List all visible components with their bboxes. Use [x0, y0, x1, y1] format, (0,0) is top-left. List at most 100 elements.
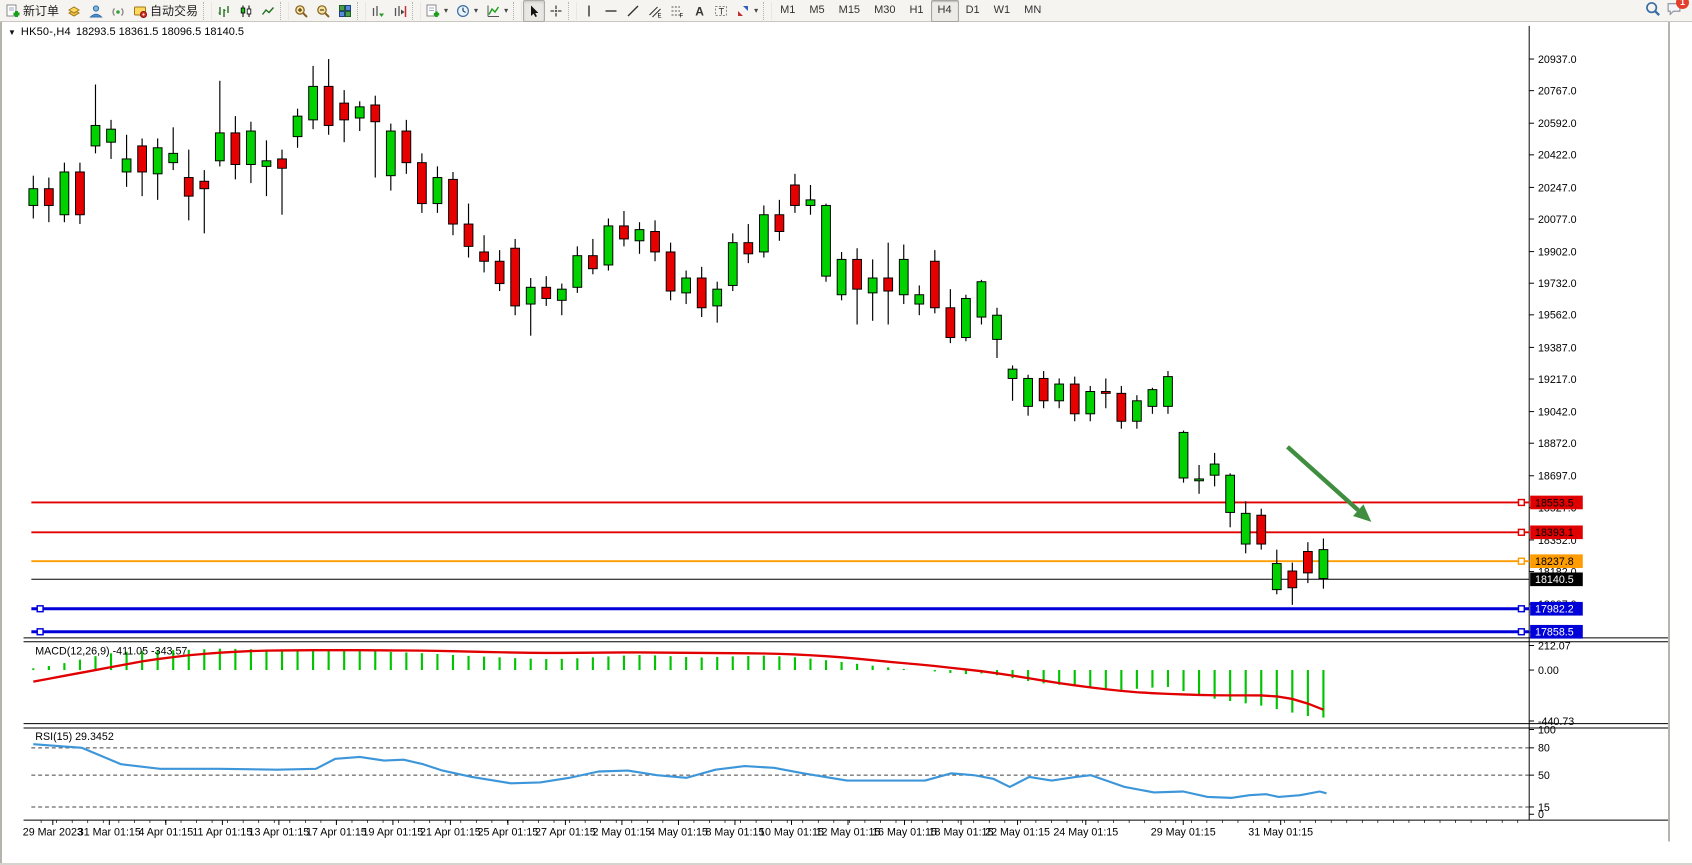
timeframe-button-w1[interactable]: W1 — [993, 3, 1011, 16]
candle-body — [1069, 383, 1080, 415]
candle-body — [1225, 474, 1236, 513]
chart-bars-icon — [218, 5, 229, 17]
support-blue-2-handle[interactable] — [36, 628, 44, 636]
chart-collapse-icon[interactable]: ▼ — [8, 27, 16, 37]
candle-body — [712, 288, 723, 307]
candle-body — [696, 277, 707, 309]
new-order-button-label: 新订单 — [23, 4, 60, 18]
signals-button[interactable] — [107, 0, 129, 22]
candle-body — [152, 147, 163, 175]
candle-body — [1054, 383, 1065, 402]
tiles-icon — [339, 4, 352, 17]
candle-body — [650, 231, 660, 253]
dropdown-caret-icon[interactable]: ▾ — [754, 6, 759, 15]
bar-chart-button[interactable] — [213, 0, 235, 22]
profile-icon — [89, 4, 103, 17]
chart-title-bar[interactable]: ▼ HK50-,H4 18293.5 18361.5 18096.5 18140… — [8, 26, 244, 38]
dropdown-caret-icon[interactable]: ▾ — [474, 6, 479, 15]
indicators-button[interactable]: ▾ — [482, 0, 512, 22]
profile-button[interactable] — [85, 0, 107, 22]
chart-symbol-period: HK50-,H4 — [20, 26, 71, 38]
dropdown-caret-icon[interactable]: ▾ — [444, 6, 449, 15]
toolbar-separator — [412, 1, 422, 20]
toolbar-group — [523, 0, 567, 22]
candle-body — [292, 115, 303, 138]
horizontal-lines-layer — [31, 498, 1530, 636]
text-label-button[interactable]: T — [710, 0, 732, 22]
date-tick-label: 12 May 01:15 — [816, 827, 881, 839]
candle-body — [479, 251, 489, 262]
timeframe-button-d1[interactable]: D1 — [965, 3, 980, 16]
resistance-2-handle[interactable] — [1517, 528, 1526, 536]
macd-pane[interactable]: MACD(12,26,9) -411.05 -343.57 212.07 0.00 -… — [32, 640, 1574, 728]
candle-body — [1132, 400, 1142, 422]
timeframe-button-m15[interactable]: M15 — [838, 3, 861, 16]
zoom-in-button[interactable] — [290, 0, 312, 22]
tile-windows-button[interactable] — [334, 0, 356, 22]
candle-body — [852, 258, 862, 290]
resistance-1-handle[interactable] — [1517, 498, 1526, 507]
timeframe-button-m5[interactable]: M5 — [809, 3, 825, 16]
chart-shift-button[interactable] — [389, 0, 411, 22]
vertical-line-button[interactable] — [578, 0, 600, 22]
timeframe-group: M1 M5 M15 M30 H1 H4 D1 W1 MN — [773, 0, 1048, 22]
rsi-axis: 100 80 50 150 — [1529, 724, 1556, 821]
candle-body — [261, 160, 272, 167]
equidistant-channel-button[interactable]: E — [644, 0, 666, 22]
candle-body — [883, 277, 894, 292]
auto-scroll-button[interactable] — [367, 0, 389, 22]
timeframe-button-mn[interactable]: MN — [1024, 3, 1042, 16]
candle-body — [1271, 563, 1282, 591]
text-button[interactable]: A — [688, 0, 710, 22]
support-blue-2-handle[interactable] — [1517, 628, 1526, 636]
candle-body — [1085, 391, 1096, 415]
timeframe-button-m1[interactable]: M1 — [780, 3, 796, 16]
zoom-out-icon — [317, 4, 330, 18]
quotes-button[interactable] — [63, 0, 85, 22]
zoom-out-button[interactable] — [312, 0, 334, 22]
date-tick-label: 31 Mar 01:15 — [78, 827, 141, 839]
periods-button[interactable]: ▾ — [452, 0, 482, 22]
support-blue-1-handle[interactable] — [36, 605, 44, 613]
dropdown-caret-icon[interactable]: ▾ — [504, 6, 509, 15]
candle-body — [246, 130, 256, 166]
svg-text:20077.0: 20077.0 — [1538, 214, 1577, 226]
chat-icon[interactable]: 1 — [1666, 0, 1689, 21]
fibonacci-button[interactable]: F — [666, 0, 688, 22]
new-order-button[interactable]: 新订单 — [2, 0, 63, 22]
support-orange-handle[interactable] — [1517, 557, 1526, 565]
candle-body — [1240, 512, 1251, 545]
horizontal-line-button[interactable] — [600, 0, 622, 22]
date-tick-label: 22 May 01:15 — [985, 827, 1050, 839]
date-tick-label: 25 Apr 01:15 — [478, 827, 539, 839]
timeframe-button-h4[interactable]: H4 — [930, 0, 959, 22]
candlestick-chart-button[interactable] — [235, 0, 257, 22]
current-price-price-label: 18140.5 — [1535, 574, 1574, 586]
crosshair-button[interactable] — [545, 0, 567, 22]
support-blue-1-handle[interactable] — [1517, 605, 1526, 613]
candle-body — [339, 102, 350, 121]
candle-body — [556, 288, 567, 301]
trendline-button[interactable] — [622, 0, 644, 22]
chart-canvas[interactable]: 20937.0 20767.0 20592.0 20422.0 20247.0 20077… — [2, 22, 1692, 863]
date-tick-label: 11 Apr 01:15 — [192, 827, 252, 839]
cursor-button[interactable] — [523, 0, 546, 22]
toolbar-separator — [203, 1, 213, 20]
chart-candles-icon — [240, 5, 252, 17]
candle-body — [836, 258, 847, 296]
templates-button[interactable]: ▾ — [422, 0, 452, 22]
date-tick-label: 4 Apr 01:15 — [138, 827, 193, 839]
down-trend-arrow[interactable] — [1286, 445, 1372, 522]
arrows-tool-button[interactable]: ▾ — [732, 0, 762, 22]
candle-body — [277, 158, 287, 169]
auto-trading-button[interactable]: 自动交易 — [129, 0, 202, 22]
timeframe-button-h1[interactable]: H1 — [909, 3, 924, 16]
date-tick-label: 8 May 01:15 — [706, 827, 765, 839]
search-icon[interactable] — [1645, 1, 1660, 21]
line-chart-button[interactable] — [257, 0, 279, 22]
candle-body — [230, 132, 241, 166]
timeframe-button-m30[interactable]: M30 — [874, 3, 896, 16]
candle-body — [634, 229, 645, 242]
rsi-pane[interactable]: RSI(15) 29.3452 100 80 50 150 — [31, 724, 1556, 821]
